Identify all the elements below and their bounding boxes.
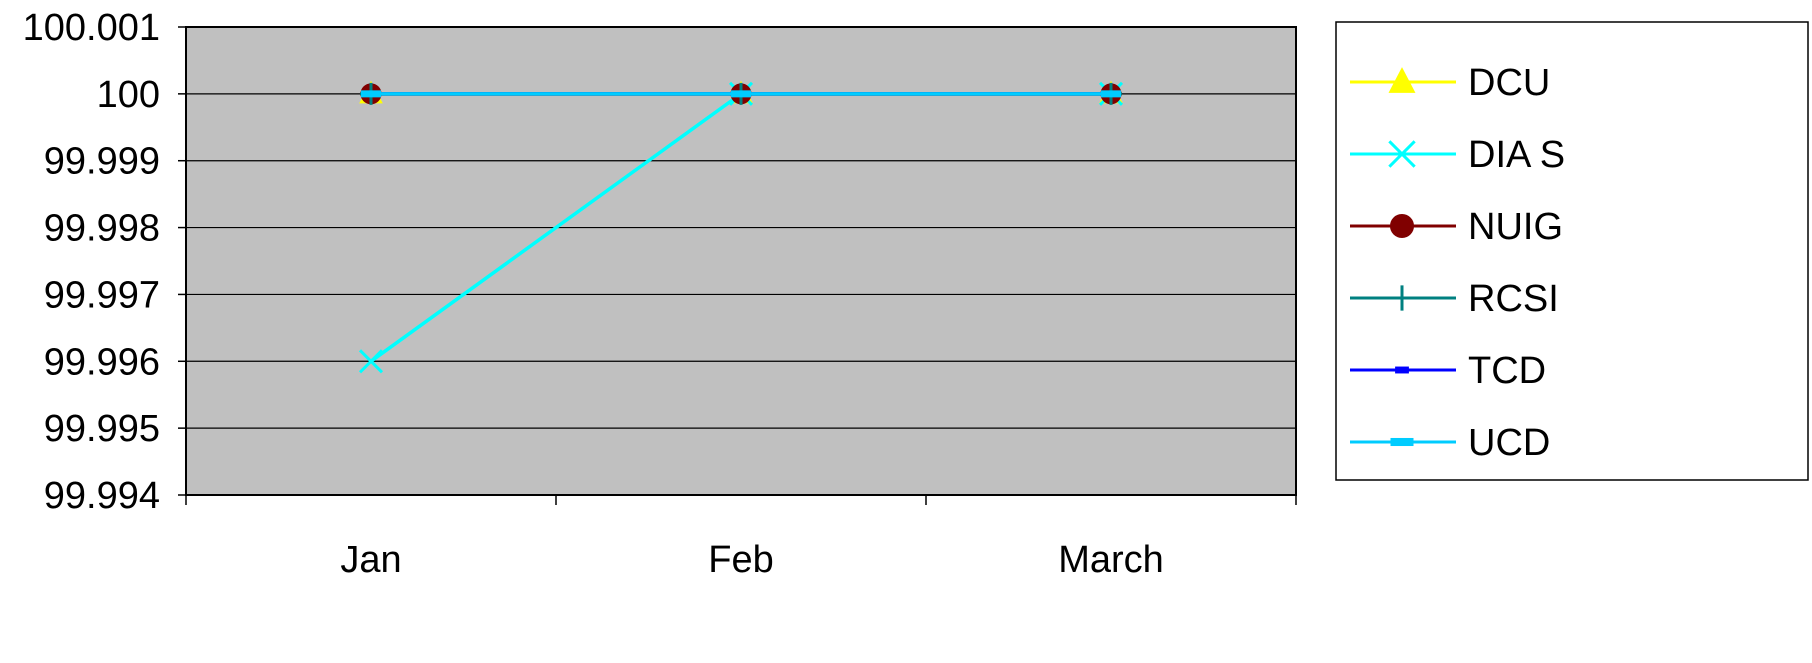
x-axis-ticks: Jan Feb March [185,495,1297,581]
series-ucd [361,90,1121,98]
legend-entry-dcu: DCU [1350,62,1550,104]
legend-entry-tcd: TCD [1350,350,1546,392]
data-point [1101,90,1121,98]
y-axis-ticks: 100.001 100 99.999 99.998 99.997 99.996 99.995… [23,7,186,517]
y-tick-label: 99.994 [44,475,160,517]
x-tick-label: Feb [708,539,773,581]
legend-label: RCSI [1468,278,1559,320]
legend-label: NUIG [1468,206,1563,248]
data-point [361,90,381,98]
data-point [358,349,384,374]
y-tick-label: 99.997 [44,274,160,316]
axes [185,27,1296,496]
y-tick-label: 100.001 [23,7,160,49]
x-tick-label: March [1058,539,1164,581]
legend: DCU DIA S NUIG RCSI TCD UCD [1335,21,1809,481]
y-tick-label: 99.998 [44,208,160,250]
legend-entry-dias: DIA S [1350,134,1565,176]
legend-label: DCU [1468,62,1550,104]
legend-marker [1390,214,1414,238]
data-point [731,90,751,98]
legend-entry-ucd: UCD [1350,422,1550,464]
legend-marker [1389,285,1415,311]
legend-marker [1395,366,1409,374]
y-tick-label: 99.996 [44,341,160,383]
y-tick-label: 100 [97,74,160,116]
legend-label: TCD [1468,350,1546,392]
legend-entry-nuig: NUIG [1350,206,1563,248]
legend-label: DIA S [1468,134,1565,176]
legend-marker [1390,437,1414,447]
x-tick-label: Jan [340,539,401,581]
legend-label: UCD [1468,422,1550,464]
series-group [358,80,1124,374]
plot-area [185,26,1297,496]
legend-box [1335,21,1809,481]
y-tick-label: 99.999 [44,141,160,183]
legend-marker [1388,140,1416,168]
y-tick-label: 99.995 [44,408,160,450]
legend-marker [1388,67,1416,93]
legend-entry-rcsi: RCSI [1350,278,1559,320]
